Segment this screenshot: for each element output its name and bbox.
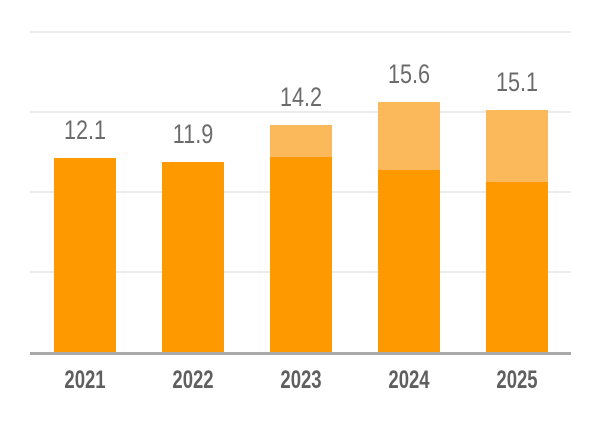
gridline-20	[30, 31, 571, 33]
x-tick-label-2022: 2022	[172, 366, 214, 394]
x-tick-label-2024: 2024	[388, 366, 430, 394]
bar-2025-upper	[486, 110, 548, 183]
value-label-2023: 14.2	[279, 81, 323, 112]
gridline-15	[30, 111, 571, 113]
x-tick-label-2023: 2023	[280, 366, 322, 394]
bar-2021-base	[54, 158, 116, 352]
value-label-2024: 15.6	[387, 59, 431, 90]
bar-2024-base	[378, 169, 440, 352]
value-label-2021: 12.1	[63, 115, 107, 146]
value-label-2022: 11.9	[172, 118, 214, 149]
bar-2023-upper	[270, 124, 332, 157]
bar-2024-upper	[378, 102, 440, 170]
bar-2025-base	[486, 182, 548, 352]
x-axis-line	[30, 352, 571, 355]
x-tick-label-2021: 2021	[64, 366, 106, 394]
bar-2022-base	[162, 161, 224, 352]
value-label-2025: 15.1	[495, 67, 539, 98]
bar-2023-base	[270, 156, 332, 352]
x-tick-label-2025: 2025	[496, 366, 538, 394]
